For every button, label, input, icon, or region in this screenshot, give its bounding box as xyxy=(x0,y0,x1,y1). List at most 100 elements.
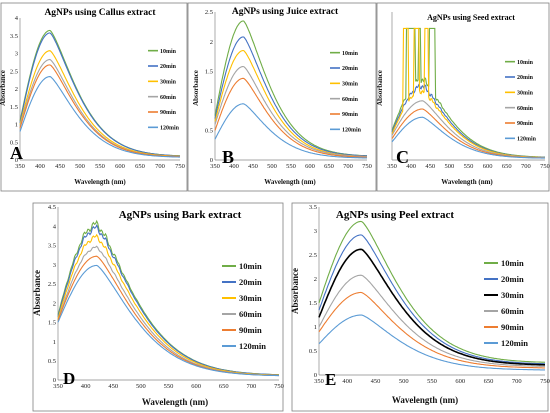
y-axis-label: Absorbance xyxy=(192,70,200,106)
y-tick-label: 0 xyxy=(15,157,18,164)
x-tick-label: 550 xyxy=(286,163,296,170)
x-tick-label: 600 xyxy=(305,163,315,170)
x-tick-label: 650 xyxy=(135,163,145,170)
x-tick-label: 500 xyxy=(136,383,146,390)
x-tick-label: 550 xyxy=(164,383,174,390)
x-tick-label: 650 xyxy=(484,378,494,385)
legend-label: 10min xyxy=(160,49,177,55)
x-tick-label: 550 xyxy=(427,378,437,385)
series-line-90min xyxy=(19,64,180,158)
y-tick-label: 1 xyxy=(53,339,56,346)
chart-title: AgNPs using Peel extract xyxy=(336,209,455,221)
chart-title: AgNPs using Callus extract xyxy=(44,8,156,18)
chart-title: AgNPs using Bark extract xyxy=(119,209,242,221)
series-line-120min xyxy=(214,103,367,159)
legend-label: 90min xyxy=(342,112,359,118)
x-tick-label: 750 xyxy=(175,163,185,170)
chart-panel-e: 350 400 450 500 550 600 650 700 750 0 0.5 1 1.5 2 2.5 3… xyxy=(290,202,550,412)
y-axis-label: Absorbance xyxy=(290,268,300,314)
panel-frame xyxy=(32,202,284,412)
x-tick-label: 750 xyxy=(540,163,550,170)
legend-label: 60min xyxy=(342,97,359,103)
panel-letter: B xyxy=(222,147,234,167)
y-tick-label: 0.5 xyxy=(48,358,56,365)
y-tick-label: 0 xyxy=(53,377,56,384)
x-tick-label: 400 xyxy=(35,163,45,170)
legend-label: 60min xyxy=(239,309,262,319)
x-axis-label: Wavelength (nm) xyxy=(441,178,493,186)
series-line-60min xyxy=(318,274,546,367)
series-line-120min xyxy=(57,264,279,377)
legend-label: 120min xyxy=(342,128,362,134)
y-tick-label: 1.5 xyxy=(205,68,213,75)
y-tick-label: 2.5 xyxy=(10,68,18,75)
y-tick-label: 2 xyxy=(53,300,56,307)
y-tick-label: 1.5 xyxy=(309,300,317,307)
chart-panel-a: 350 400 450 500 550 600 650 700 750 0 0.5 1 1.5 2 2.5 3… xyxy=(0,2,188,192)
series-line-20min xyxy=(57,224,279,376)
x-tick-label: 450 xyxy=(248,163,258,170)
legend-label: 60min xyxy=(160,95,177,101)
x-tick-label: 500 xyxy=(267,163,277,170)
legend-label: 20min xyxy=(160,64,177,70)
y-tick-label: 4 xyxy=(15,15,19,22)
x-axis-label: Wavelength (nm) xyxy=(142,397,208,407)
x-tick-label: 350 xyxy=(53,383,63,390)
x-tick-label: 500 xyxy=(399,378,409,385)
legend-label: 20min xyxy=(501,274,524,284)
legend-label: 90min xyxy=(501,322,524,332)
x-tick-label: 450 xyxy=(108,383,118,390)
x-axis-label: Wavelength (nm) xyxy=(264,178,316,186)
series-line-120min xyxy=(19,76,180,158)
x-tick-label: 700 xyxy=(521,163,531,170)
y-tick-label: 1 xyxy=(15,122,18,129)
x-tick-label: 600 xyxy=(191,383,201,390)
panel-frame xyxy=(291,202,549,412)
x-tick-label: 350 xyxy=(210,163,220,170)
legend-label: 20min xyxy=(342,66,359,72)
series-line-20min xyxy=(19,32,180,157)
x-tick-label: 400 xyxy=(342,378,352,385)
y-tick-label: 3 xyxy=(314,228,317,235)
legend-label: 120min xyxy=(517,137,537,143)
panel-letter: A xyxy=(10,143,23,163)
y-tick-label: 0 xyxy=(210,157,213,164)
panel-letter: E xyxy=(325,370,336,389)
y-tick-label: 0.5 xyxy=(10,139,18,146)
x-tick-label: 600 xyxy=(455,378,465,385)
series-line-30min xyxy=(318,248,545,366)
legend: 10min 20min 30min 60min 90min 120min xyxy=(505,60,537,143)
legend-label: 20min xyxy=(239,277,262,287)
series-line-120min xyxy=(391,116,545,159)
legend: 10min 20min 30min 60min 90min 120min xyxy=(148,49,180,132)
x-tick-label: 450 xyxy=(425,163,435,170)
series-line-10min xyxy=(318,220,546,363)
x-tick-label: 650 xyxy=(219,383,229,390)
y-tick-label: 1.5 xyxy=(10,104,18,111)
y-tick-label: 1 xyxy=(210,98,213,105)
x-tick-label: 400 xyxy=(406,163,416,170)
panel-letter: D xyxy=(63,369,75,388)
legend-label: 120min xyxy=(160,126,180,132)
legend-label: 60min xyxy=(517,106,534,112)
x-tick-label: 700 xyxy=(512,378,522,385)
y-tick-label: 2 xyxy=(210,39,213,46)
series-line-90min xyxy=(318,291,545,369)
x-tick-label: 500 xyxy=(445,163,455,170)
series-line-90min xyxy=(214,77,367,158)
legend-label: 120min xyxy=(501,338,528,348)
x-tick-label: 600 xyxy=(115,163,125,170)
chart-panel-d: 350 400 450 500 550 600 650 700 750 0 0.5 1 1.5 2 2.5 3… xyxy=(32,202,284,412)
y-tick-label: 0.5 xyxy=(309,348,317,355)
y-tick-label: 1 xyxy=(314,324,317,331)
x-tick-label: 700 xyxy=(343,163,353,170)
x-tick-label: 650 xyxy=(324,163,334,170)
legend-label: 10min xyxy=(239,261,262,271)
y-tick-label: 2 xyxy=(314,276,317,283)
legend-label: 60min xyxy=(501,306,524,316)
y-axis-label: Absorbance xyxy=(0,70,7,106)
y-tick-label: 2 xyxy=(15,86,18,93)
chart-panel-c: 350 400 450 500 550 600 650 700 750 AgNPs using S… xyxy=(376,2,550,192)
y-axis-label: Absorbance xyxy=(376,70,384,106)
x-tick-label: 450 xyxy=(55,163,65,170)
